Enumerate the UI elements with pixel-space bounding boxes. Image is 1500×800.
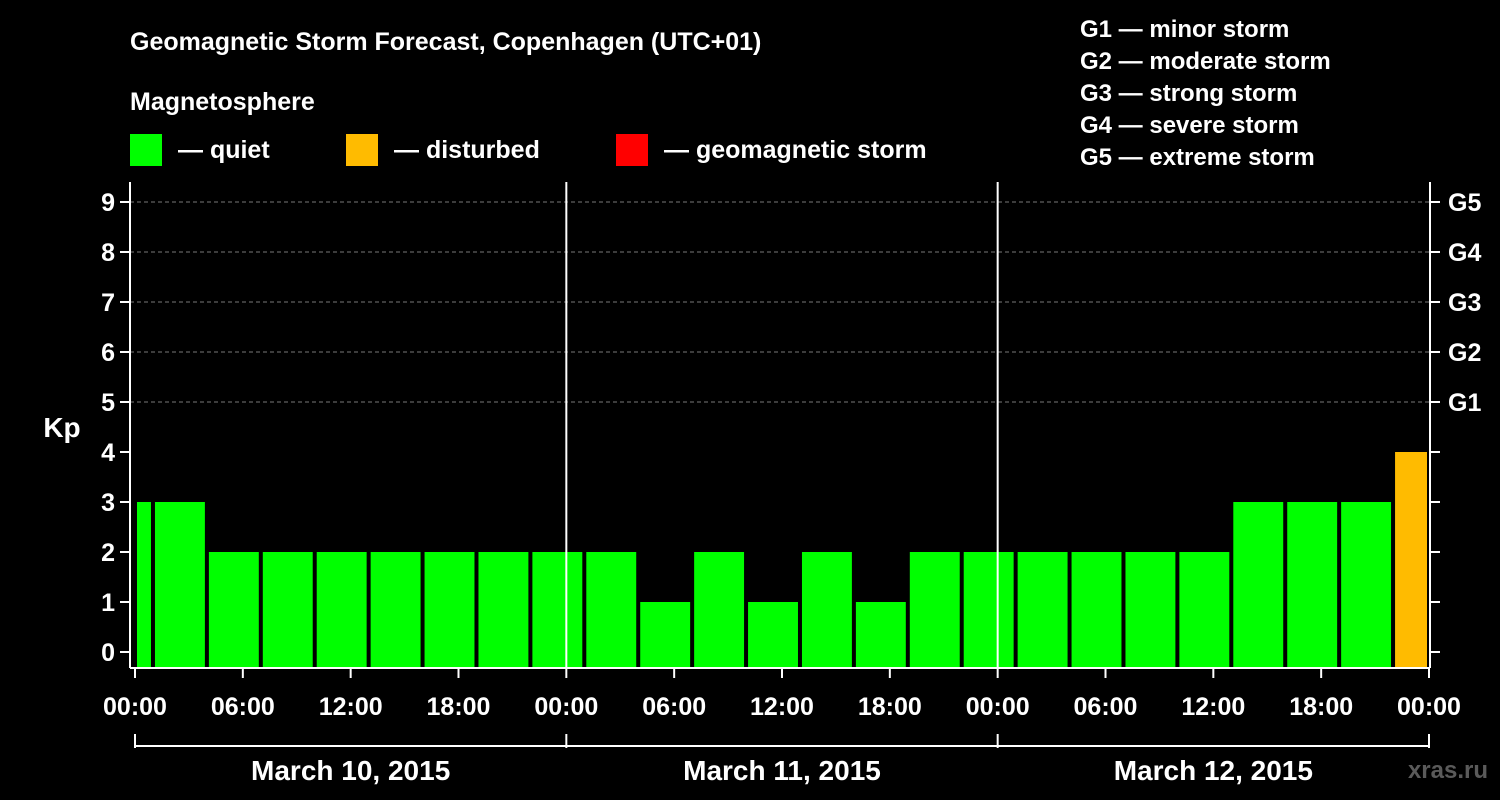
y-tick-label-9: 9 xyxy=(101,189,115,217)
legend-swatch-storm xyxy=(616,134,648,166)
x-tick-label-4: 00:00 xyxy=(534,693,598,721)
kp-bar-16 xyxy=(963,552,1014,668)
kp-bar-15 xyxy=(909,552,960,668)
y-tick-label-4: 4 xyxy=(101,439,115,467)
g-scale-legend-g2: G2 — moderate storm xyxy=(1080,48,1331,75)
x-tick-label-12: 00:00 xyxy=(1397,693,1461,721)
kp-bar-9 xyxy=(586,552,637,668)
y-tick-label-1: 1 xyxy=(101,589,115,617)
g-label-G4: G4 xyxy=(1448,239,1481,267)
gridlines xyxy=(130,201,1430,403)
chart-title: Geomagnetic Storm Forecast, Copenhagen (… xyxy=(130,28,761,56)
legend-swatch-disturbed xyxy=(346,134,378,166)
x-tick-label-9: 06:00 xyxy=(1074,693,1138,721)
kp-bar-24 xyxy=(1395,452,1427,668)
g-scale-legend-g3: G3 — strong storm xyxy=(1080,80,1297,107)
day-label-0: March 10, 2015 xyxy=(251,755,450,786)
x-tick-label-5: 06:00 xyxy=(642,693,706,721)
kp-bar-22 xyxy=(1287,502,1338,668)
kp-bar-19 xyxy=(1125,552,1176,668)
y-tick-label-3: 3 xyxy=(101,489,115,517)
g-label-G2: G2 xyxy=(1448,339,1481,367)
y-tick-label-2: 2 xyxy=(101,539,115,567)
kp-bar-11 xyxy=(694,552,745,668)
kp-bar-7 xyxy=(478,552,529,668)
x-tick-label-1: 06:00 xyxy=(211,693,275,721)
y-tick-label-6: 6 xyxy=(101,339,115,367)
x-tick-label-10: 12:00 xyxy=(1181,693,1245,721)
kp-bar-17 xyxy=(1017,552,1068,668)
g-label-G5: G5 xyxy=(1448,189,1481,217)
legend-label-storm: — geomagnetic storm xyxy=(664,136,927,164)
bars xyxy=(137,452,1427,668)
kp-bar-18 xyxy=(1071,552,1122,668)
x-tick-label-11: 18:00 xyxy=(1289,693,1353,721)
legend-label-disturbed: — disturbed xyxy=(394,136,540,164)
y-tick-label-5: 5 xyxy=(101,389,115,417)
g-scale-legend-g1: G1 — minor storm xyxy=(1080,16,1289,43)
kp-bar-1 xyxy=(154,502,205,668)
legend-label-quiet: — quiet xyxy=(178,136,270,164)
kp-bar-5 xyxy=(370,552,421,668)
kp-bar-3 xyxy=(262,552,313,668)
x-tick-label-2: 12:00 xyxy=(319,693,383,721)
x-tick-label-6: 12:00 xyxy=(750,693,814,721)
g-scale-legend-g4: G4 — severe storm xyxy=(1080,112,1299,139)
kp-bar-13 xyxy=(801,552,852,668)
g-label-G3: G3 xyxy=(1448,289,1481,317)
kp-bar-21 xyxy=(1233,502,1284,668)
kp-bar-12 xyxy=(748,602,798,668)
kp-bar-23 xyxy=(1341,502,1392,668)
kp-bar-14 xyxy=(855,602,906,668)
kp-bar-6 xyxy=(424,552,475,668)
day-label-2: March 12, 2015 xyxy=(1114,755,1313,786)
g-scale-legend-g5: G5 — extreme storm xyxy=(1080,144,1315,171)
day-label-1: March 11, 2015 xyxy=(683,755,881,786)
g-label-G1: G1 xyxy=(1448,389,1481,417)
y-tick-label-7: 7 xyxy=(101,289,115,317)
axes xyxy=(120,182,1440,748)
legend-title: Magnetosphere xyxy=(130,88,315,116)
g-scale-legend: G1 — minor storm G2 — moderate storm G3 … xyxy=(1080,16,1331,171)
x-tick-label-3: 18:00 xyxy=(427,693,491,721)
tick-labels: 0 1 2 3 4 5 6 7 8 9 G1 G2 G3 G4 G5 00:00 06:00 12:00 18:00… xyxy=(101,189,1481,786)
kp-bar-10 xyxy=(640,602,691,668)
x-tick-label-7: 18:00 xyxy=(858,693,922,721)
kp-bar-0 xyxy=(137,502,151,668)
kp-bar-4 xyxy=(316,552,367,668)
legend: — quiet — disturbed — geomagnetic storm xyxy=(130,134,927,166)
legend-swatch-quiet xyxy=(130,134,162,166)
kp-bar-20 xyxy=(1179,552,1230,668)
x-tick-label-0: 00:00 xyxy=(103,693,167,721)
kp-bar-2 xyxy=(208,552,259,668)
watermark: xras.ru xyxy=(1408,757,1488,784)
y-tick-label-0: 0 xyxy=(101,639,115,667)
y-tick-label-8: 8 xyxy=(101,239,115,267)
y-axis-label: Kp xyxy=(43,412,80,443)
kp-bar-8 xyxy=(532,552,583,668)
x-tick-label-8: 00:00 xyxy=(966,693,1030,721)
